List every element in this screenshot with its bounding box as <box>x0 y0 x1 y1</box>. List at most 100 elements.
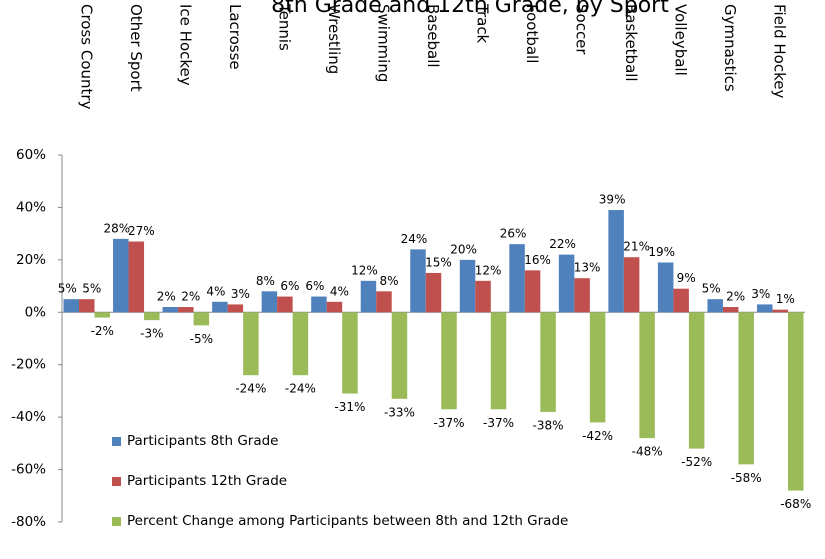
data-label: 6% <box>305 279 324 293</box>
bar <box>673 288 689 313</box>
bar <box>524 270 541 313</box>
bar <box>707 299 723 313</box>
bar <box>178 307 194 313</box>
legend-swatch <box>112 477 121 486</box>
bar <box>342 312 358 394</box>
x-tick-label: Ice Hockey <box>176 4 194 86</box>
data-label: 8% <box>256 274 275 288</box>
data-label: -58% <box>731 471 762 485</box>
bar <box>410 249 426 313</box>
y-tick-label: -60% <box>11 462 46 478</box>
data-label: 27% <box>128 224 155 238</box>
bar <box>292 312 309 376</box>
legend: Participants 8th Grade Participants 12th … <box>112 432 572 552</box>
x-tick-label: Tennis <box>275 3 293 51</box>
bar <box>326 301 343 313</box>
data-label: -37% <box>433 416 464 430</box>
legend-swatch <box>112 517 121 526</box>
data-label: 8% <box>379 274 398 288</box>
data-label: -5% <box>190 332 213 346</box>
y-tick-label: -20% <box>11 357 46 373</box>
bar <box>79 299 95 313</box>
x-tick-label: Field Hockey <box>771 4 789 98</box>
bar <box>243 312 259 376</box>
bar <box>509 244 525 313</box>
data-label: 12% <box>351 263 378 277</box>
y-tick-label: 0% <box>25 304 47 320</box>
x-tick-label: Soccer <box>573 4 591 55</box>
x-tick-label: Baseball <box>424 4 442 68</box>
data-label: 22% <box>549 237 576 251</box>
chart-title: 8th Grade and 12th Grade, by Sport <box>271 0 669 18</box>
data-label: 1% <box>776 292 795 306</box>
data-label: 26% <box>500 227 527 241</box>
legend-item: Participants 12th Grade <box>112 472 572 491</box>
data-label: -24% <box>235 382 266 396</box>
x-tick-label: Gymnastics <box>721 4 739 92</box>
data-label: 9% <box>677 271 696 285</box>
x-tick-label: Wrestling <box>325 4 343 74</box>
bar <box>738 312 754 465</box>
data-label: 4% <box>330 284 349 298</box>
bar <box>574 278 590 313</box>
data-label: -37% <box>483 416 514 430</box>
bar <box>722 307 739 313</box>
bar <box>360 280 377 313</box>
data-label: -38% <box>533 418 564 432</box>
data-label: 3% <box>751 287 770 301</box>
bar <box>475 280 491 313</box>
data-label: 28% <box>103 221 130 235</box>
data-label: 19% <box>648 245 675 259</box>
data-label: -48% <box>632 445 663 459</box>
bar <box>311 296 327 313</box>
data-label: 13% <box>574 261 601 275</box>
bar <box>490 312 507 410</box>
y-tick-label: 60% <box>16 147 46 163</box>
bar <box>558 254 575 313</box>
data-label: 4% <box>206 284 225 298</box>
bar <box>391 312 408 399</box>
legend-label: Participants 12th Grade <box>127 473 288 489</box>
bar <box>261 291 278 313</box>
data-label: -2% <box>91 324 114 338</box>
bar <box>756 304 773 313</box>
data-label: 21% <box>623 240 650 254</box>
data-label: 2% <box>181 290 200 304</box>
bar <box>787 312 804 491</box>
data-label: -31% <box>334 400 365 414</box>
bar <box>128 241 145 313</box>
data-label: 15% <box>425 255 452 269</box>
bar <box>540 312 556 412</box>
bar <box>277 296 293 313</box>
x-tick-label: Basketball <box>622 4 640 82</box>
bar <box>144 312 160 321</box>
bar <box>212 301 228 313</box>
data-label: -68% <box>780 497 811 511</box>
y-tick-label: -40% <box>11 409 46 425</box>
x-tick-label: Swimming <box>374 4 392 82</box>
y-tick-label: 40% <box>16 199 46 215</box>
data-label: 16% <box>524 253 551 267</box>
bar <box>193 312 210 326</box>
legend-item: Percent Change among Participants betwee… <box>112 512 572 531</box>
bar <box>657 262 674 313</box>
y-tick-label: 20% <box>16 252 46 268</box>
data-label: -52% <box>681 455 712 469</box>
data-label: 6% <box>280 279 299 293</box>
legend-label: Percent Change among Participants betwee… <box>127 513 569 529</box>
bar <box>772 309 788 313</box>
data-label: 3% <box>231 287 250 301</box>
legend-label: Participants 8th Grade <box>127 433 279 449</box>
data-label: -24% <box>285 382 316 396</box>
x-tick-label: Volleyball <box>672 4 690 76</box>
bar <box>63 299 80 313</box>
x-tick-label: Lacrosse <box>226 4 244 70</box>
legend-swatch <box>112 437 121 446</box>
bar <box>162 307 179 313</box>
bar <box>113 238 129 313</box>
data-label: 12% <box>475 263 502 277</box>
bar <box>589 312 606 423</box>
x-tick-label: Other Sport <box>127 4 145 92</box>
legend-item: Participants 8th Grade <box>112 432 572 451</box>
